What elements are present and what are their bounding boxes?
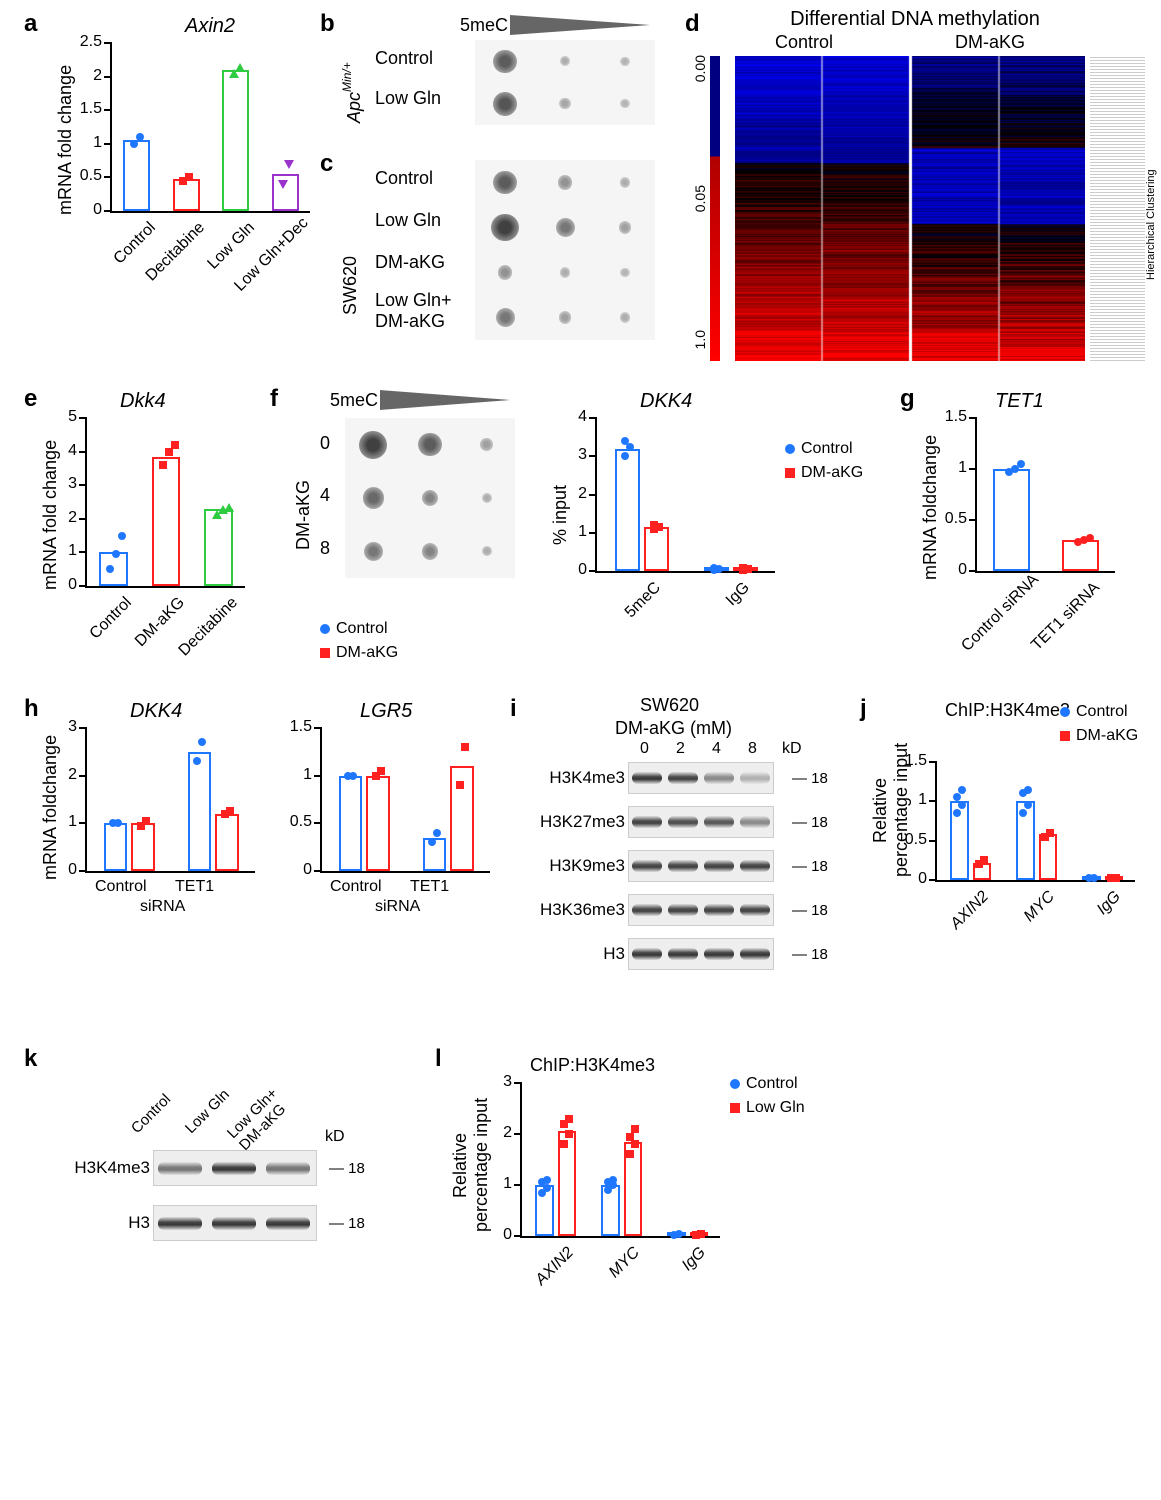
blot-f-y2: 8 [320, 538, 330, 559]
bars-area-e: 012345ControlDM-aKGDecitabine [85, 418, 245, 588]
bars-area-j: 00.511.5AXIN2MYCIgG [935, 762, 1135, 882]
blot-b-row1: Low Gln [375, 88, 441, 109]
panel-i-title: SW620 [640, 695, 699, 716]
blot-c-row1: Low Gln [375, 210, 441, 231]
panel-h-chart2: LGR5 00.511.5 Control TET1 siRNA [280, 700, 500, 960]
panel-label-d: d [685, 10, 700, 38]
legend-l: Control Low Gln [730, 1075, 805, 1117]
y-axis-label-l: Relative percentage input [450, 1090, 492, 1240]
blot-c-row3: Low Gln+ DM-aKG [375, 290, 452, 332]
panel-i-subtitle: DM-aKG (mM) [615, 718, 732, 739]
bars-area-l: 0123AXIN2MYCIgG [520, 1083, 720, 1238]
gradient-triangle-b [510, 15, 650, 35]
scale-2: 1.0 [692, 330, 708, 349]
legend-j: Control DM-aKG [1060, 703, 1138, 745]
h1-x1: TET1 [175, 878, 214, 896]
western-k: ControlLow GlnLow Gln+ DM-aKGkDH3K4me3— … [55, 1055, 395, 1285]
panel-label-a: a [24, 10, 37, 38]
panel-label-j: j [860, 695, 867, 723]
blot-c-row2: DM-aKG [375, 252, 445, 273]
chart-title: Axin2 [140, 15, 280, 38]
panel-b-side: ApcMin/+ [340, 43, 365, 123]
panel-label-l: l [435, 1045, 442, 1073]
panel-e-chart: Dkk4 mRNA fold change 012345ControlDM-aK… [40, 390, 270, 690]
scale-0: 0.00 [692, 55, 708, 82]
blot-f-y1: 4 [320, 485, 330, 506]
bars-area: 00.511.522.5ControlDecitabineLow GlnLow … [110, 43, 310, 213]
chart-title-g: TET1 [995, 390, 1044, 413]
panel-label-f: f [270, 385, 278, 413]
panel-label-g: g [900, 385, 915, 413]
gradient-triangle-f [380, 390, 510, 410]
h2-x0: Control [330, 878, 382, 896]
panel-label-b: b [320, 10, 335, 38]
panel-j-chart: ChIP:H3K4me3 Relative percentage input 0… [870, 700, 1160, 980]
blot-f-y0: 0 [320, 433, 330, 454]
blot-f [345, 418, 515, 578]
colorbar [710, 56, 720, 361]
blot-b-row0: Control [375, 48, 433, 69]
panel-b-header: 5meC [460, 15, 508, 36]
panel-d-col1: DM-aKG [955, 32, 1025, 53]
h1-sublabel: siRNA [140, 898, 185, 916]
panel-label-k: k [24, 1045, 37, 1073]
bars-area-g: 00.511.5Control siRNATET1 siRNA [975, 418, 1115, 573]
h2-sublabel: siRNA [375, 898, 420, 916]
chart-title-h1: DKK4 [130, 700, 182, 723]
panel-l-chart: ChIP:H3K4me3 Relative percentage input 0… [450, 1055, 830, 1335]
legend-f: Control DM-aKG [785, 440, 863, 482]
panel-label-e: e [24, 385, 37, 413]
chart-title-j: ChIP:H3K4me3 [945, 700, 1070, 721]
dendrogram [1090, 56, 1145, 361]
panel-f-blot-header: 5meC [330, 390, 378, 411]
panel-c-side: SW620 [340, 195, 361, 315]
panel-d-title: Differential DNA methylation [735, 8, 1095, 31]
panel-label-c: c [320, 150, 333, 178]
h1-x0: Control [95, 878, 147, 896]
dendrogram-label: Hierarchical Clustering [1145, 140, 1157, 280]
panel-f-y-axis: DM-aKG [293, 450, 314, 550]
y-axis-label-g: mRNA foldchange [920, 430, 941, 580]
h2-x1: TET1 [410, 878, 449, 896]
y-axis-label-h: mRNA foldchange [40, 730, 61, 880]
panel-label-i: i [510, 695, 517, 723]
panel-d-col0: Control [775, 32, 833, 53]
scale-1: 0.05 [692, 185, 708, 212]
panel-f-chart: DKK4 % input 012345meCIgG Control DM-aKG [550, 390, 870, 670]
chart-title-e: Dkk4 [120, 390, 166, 413]
blot-c [475, 160, 655, 340]
chart-title-f: DKK4 [640, 390, 692, 413]
bars-area-f: 012345meCIgG [595, 418, 775, 573]
blot-b [475, 40, 655, 125]
panel-h-chart1: DKK4 mRNA foldchange 0123 Control TET1 s… [40, 700, 270, 960]
legend-f-bottom: Control DM-aKG [320, 620, 398, 662]
bars-area-h2: 00.511.5 [320, 728, 490, 873]
heatmap [735, 56, 1085, 361]
panel-a-chart: Axin2 mRNA fold change 00.511.522.5Contr… [50, 15, 310, 325]
blot-c-row0: Control [375, 168, 433, 189]
bars-area-h1: 0123 [85, 728, 255, 873]
chart-title-l: ChIP:H3K4me3 [530, 1055, 655, 1076]
western-i: 0248kDH3K4me3— 18H3K27me3— 18H3K9me3— 18… [530, 740, 840, 1000]
panel-g-chart: TET1 mRNA foldchange 00.511.5Control siR… [920, 390, 1150, 690]
chart-title-h2: LGR5 [360, 700, 412, 723]
